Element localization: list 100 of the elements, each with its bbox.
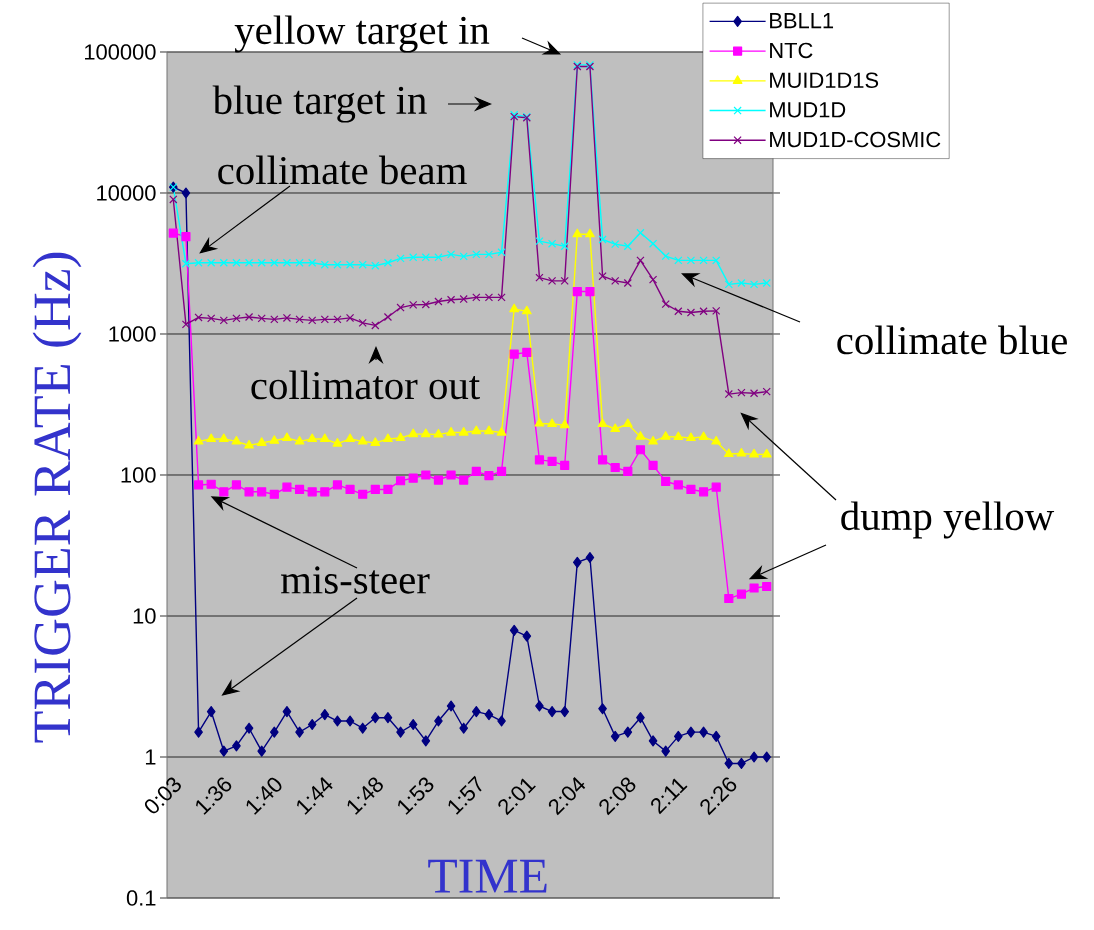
point	[534, 417, 545, 427]
point	[244, 722, 254, 734]
point	[610, 423, 621, 433]
point	[572, 228, 583, 238]
point	[585, 286, 595, 297]
point	[218, 433, 229, 443]
point	[370, 712, 380, 724]
point	[244, 439, 254, 449]
point	[257, 314, 266, 323]
point	[673, 480, 683, 490]
point	[737, 278, 746, 288]
point	[409, 300, 418, 309]
point	[648, 435, 658, 445]
point	[434, 297, 443, 306]
point	[219, 487, 229, 497]
point	[207, 258, 216, 267]
point	[611, 239, 620, 249]
point	[560, 242, 569, 251]
point	[737, 388, 746, 397]
point	[232, 258, 241, 267]
point	[358, 489, 368, 499]
point	[522, 630, 532, 642]
point	[534, 455, 545, 465]
point	[371, 261, 380, 270]
point	[358, 722, 368, 734]
annotation: mis-steer	[281, 566, 430, 594]
point	[459, 475, 469, 485]
point	[396, 303, 405, 312]
point	[484, 250, 494, 259]
point	[206, 433, 217, 443]
point	[194, 313, 203, 322]
point	[749, 280, 759, 289]
point	[231, 435, 242, 445]
point	[535, 273, 544, 282]
x-axis-title: TIME	[428, 859, 547, 893]
point	[320, 708, 330, 721]
point	[409, 253, 418, 262]
point	[358, 260, 367, 269]
point	[219, 745, 229, 757]
point	[434, 715, 443, 727]
point	[408, 718, 418, 731]
point	[484, 293, 494, 302]
point	[572, 286, 582, 297]
point	[484, 425, 494, 435]
point	[181, 320, 191, 329]
annotation: blue target in	[212, 85, 427, 123]
point	[333, 315, 342, 324]
point	[611, 276, 620, 286]
point	[357, 435, 368, 445]
point	[319, 433, 330, 443]
point	[762, 751, 772, 763]
point	[383, 312, 393, 322]
x-tick-label: 0:03	[144, 777, 181, 814]
point	[269, 489, 279, 499]
point	[547, 276, 557, 286]
y-tick-label: 1	[145, 749, 156, 765]
point	[459, 252, 468, 261]
y-tick-label: 100000	[85, 44, 156, 60]
point	[193, 480, 204, 490]
point	[459, 722, 469, 734]
point	[686, 484, 696, 495]
point	[206, 479, 216, 489]
point	[749, 389, 759, 398]
point	[320, 487, 330, 497]
point	[699, 726, 708, 738]
point	[724, 593, 734, 604]
point	[433, 475, 444, 485]
point	[269, 435, 280, 444]
point	[307, 487, 317, 497]
point	[509, 624, 519, 637]
point	[332, 480, 343, 490]
point	[497, 293, 506, 302]
legend-label: MUD1D-COSMIC	[770, 131, 941, 148]
point	[660, 431, 671, 440]
point	[622, 418, 633, 428]
point	[282, 705, 292, 718]
point	[597, 455, 608, 465]
annotation: collimator out	[251, 370, 480, 400]
point	[295, 726, 304, 738]
point	[421, 300, 430, 309]
point	[371, 321, 380, 330]
point	[446, 470, 456, 480]
point	[636, 712, 645, 724]
point	[294, 484, 305, 495]
point	[395, 476, 406, 486]
point	[396, 254, 405, 263]
point	[674, 256, 683, 265]
point	[673, 431, 684, 441]
text: collimate blue	[837, 325, 1067, 355]
point	[635, 445, 646, 455]
point	[547, 239, 557, 248]
point	[421, 470, 431, 480]
point	[244, 487, 254, 497]
point	[232, 314, 241, 323]
point	[560, 276, 569, 286]
x-tick-label: 2:11	[651, 778, 688, 815]
point	[497, 715, 506, 727]
point	[333, 260, 342, 269]
point	[308, 316, 317, 325]
point	[231, 480, 242, 490]
